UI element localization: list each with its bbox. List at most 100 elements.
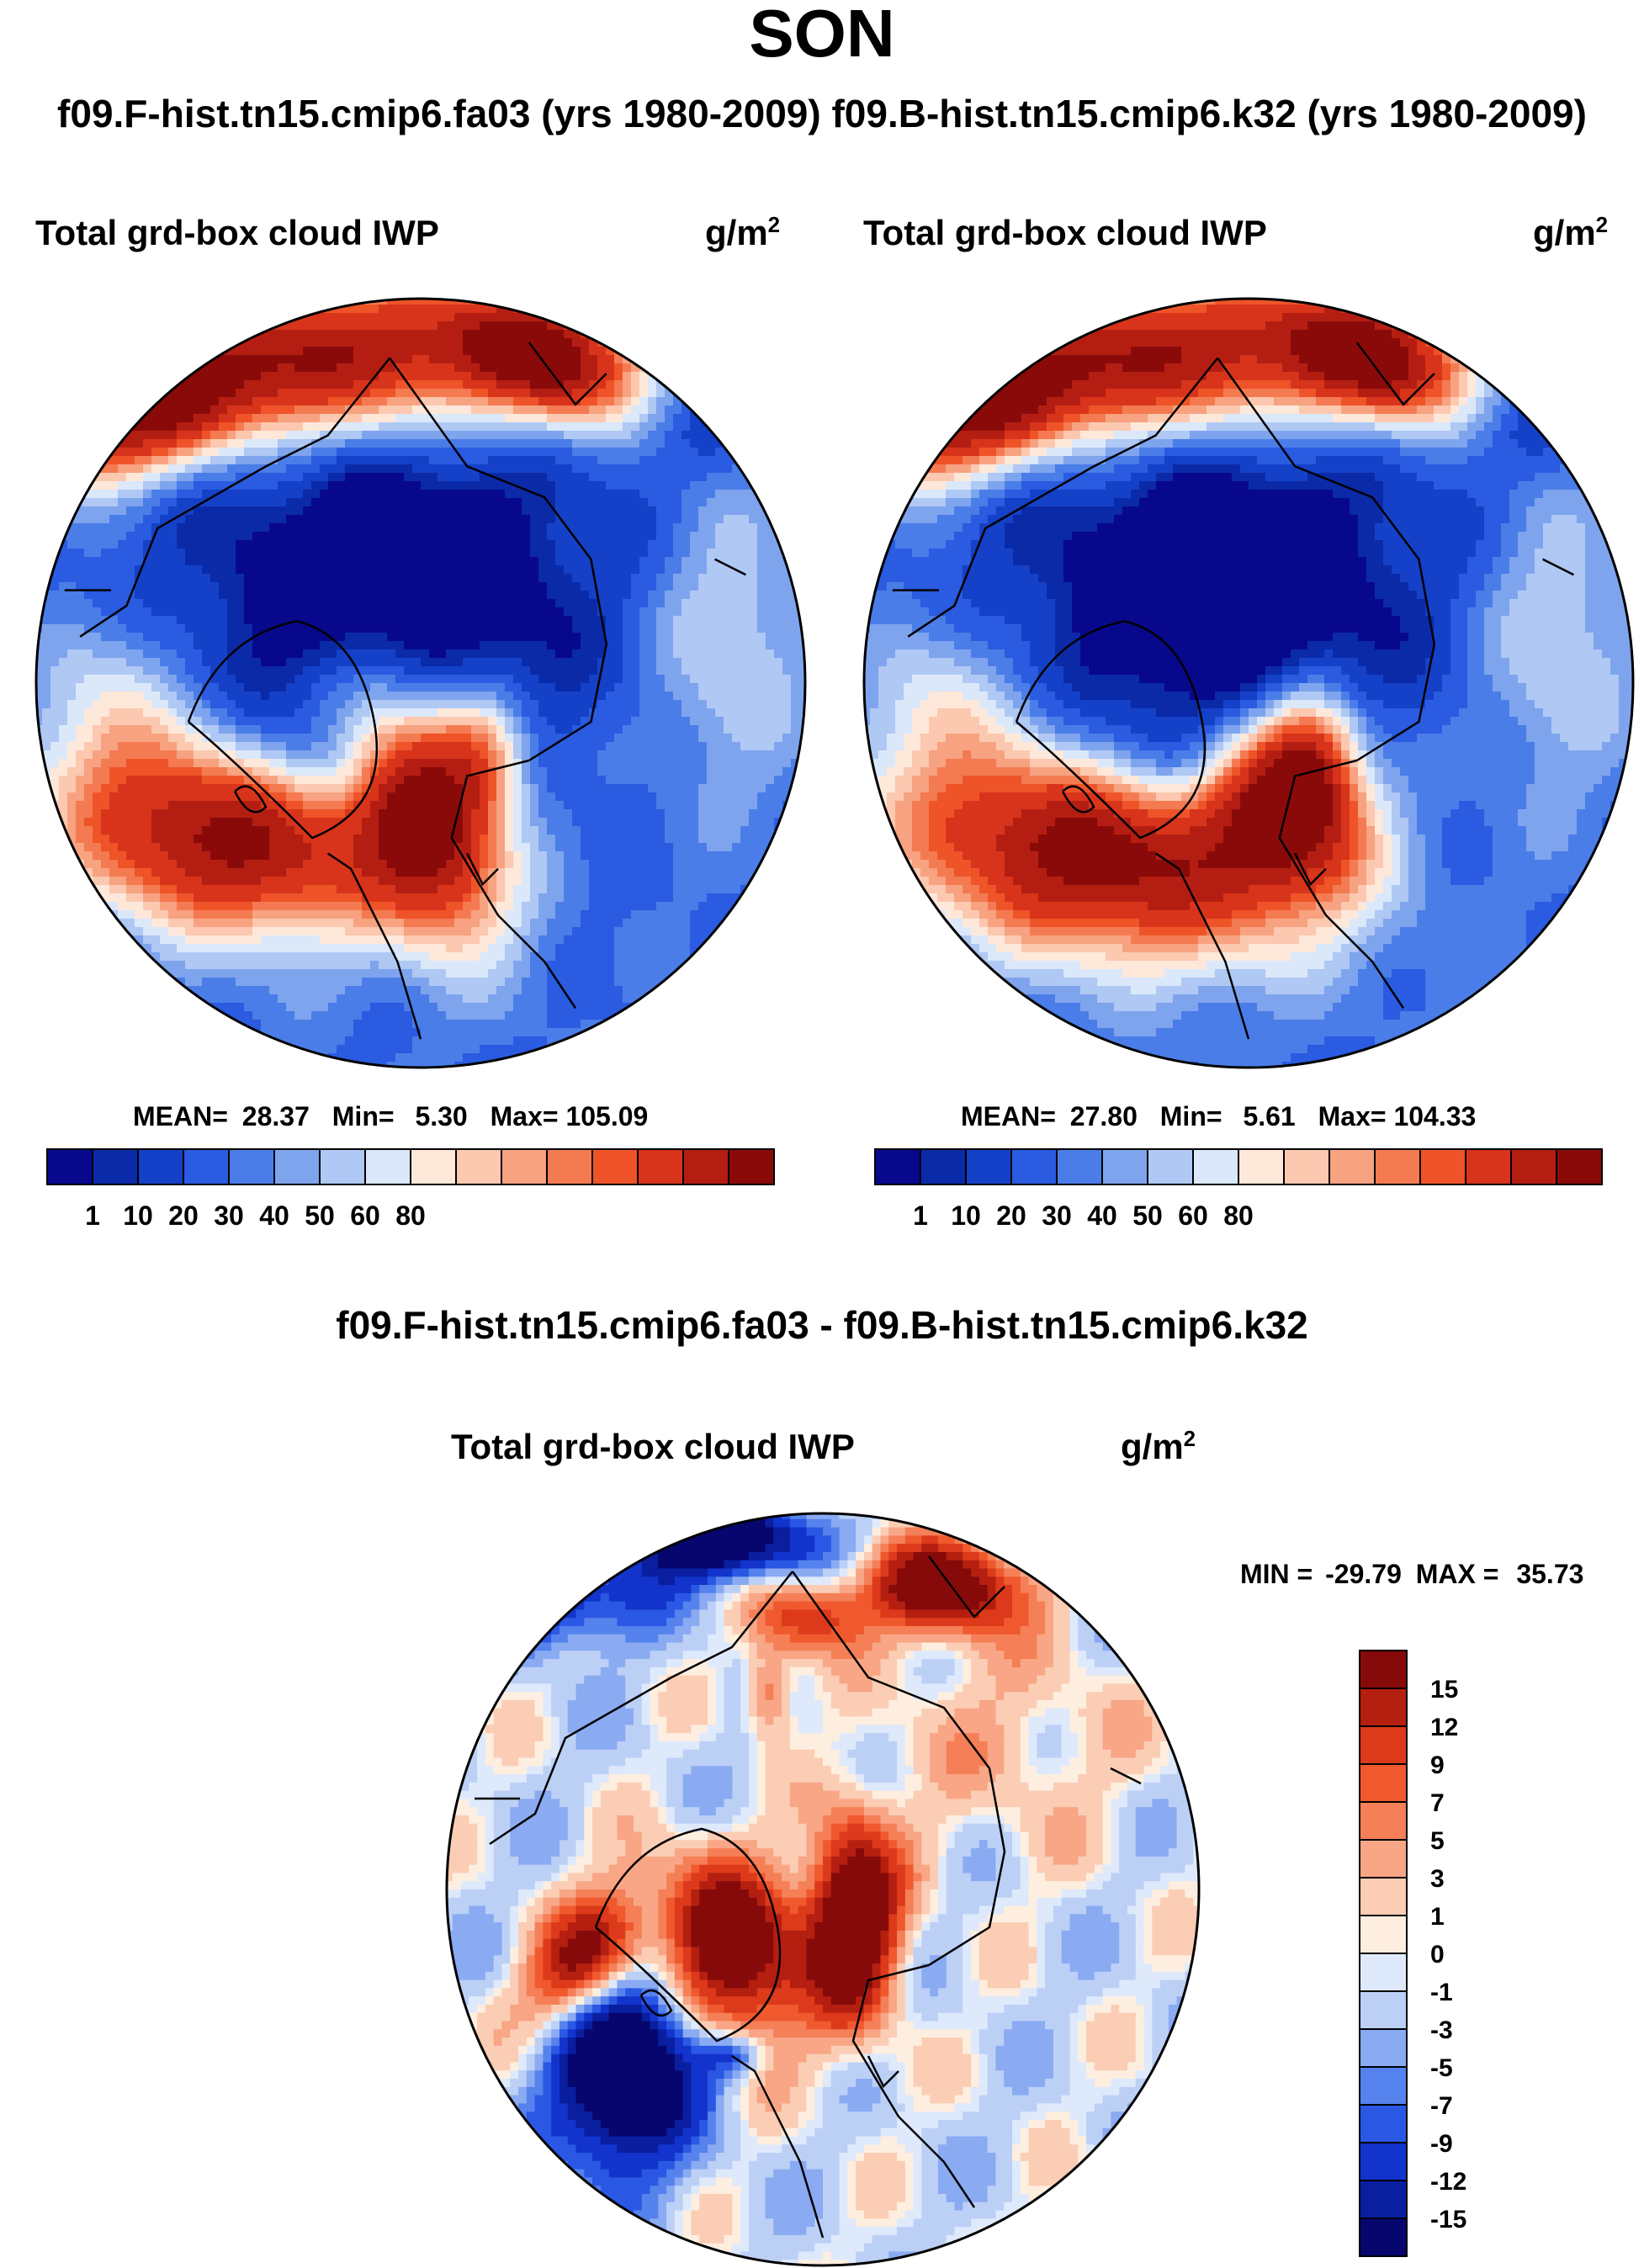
panel1-field-cell: [538, 565, 548, 575]
panel1-field-cell: [690, 759, 699, 768]
panel1-field-cell: [513, 321, 522, 331]
panel1-field-cell: [252, 456, 262, 465]
panel1-field-cell: [715, 767, 724, 776]
panel1-field-cell: [522, 759, 531, 768]
panel1-field-cell: [614, 355, 623, 364]
panel1-field-cell: [244, 498, 253, 507]
panel1-field-cell: [269, 422, 278, 432]
panel1-field-cell: [572, 582, 581, 591]
panel1-field-cell: [782, 624, 792, 633]
panel1-field-cell: [766, 557, 775, 566]
panel1-field-cell: [412, 759, 422, 768]
panel1-field-cell: [151, 616, 161, 625]
panel1-field-cell: [143, 734, 152, 743]
panel1-field-cell: [766, 532, 775, 541]
panel1-field-cell: [581, 582, 590, 591]
panel1-field-cell: [555, 565, 565, 575]
panel1-field-cell: [210, 405, 220, 415]
panel1-field-cell: [320, 658, 329, 667]
panel1-field-cell: [715, 641, 724, 650]
panel1-field-cell: [791, 675, 800, 684]
panel1-field-cell: [286, 683, 295, 692]
panel1-field-cell: [766, 624, 775, 633]
panel1-field-cell: [429, 313, 438, 322]
panel1-field-cell: [698, 675, 708, 684]
panel1-field-cell: [404, 506, 413, 516]
panel1-field-cell: [379, 750, 388, 760]
panel1-field-cell: [547, 616, 556, 625]
panel1-field-cell: [505, 372, 514, 381]
panel1-field-cell: [143, 431, 152, 440]
panel1-field-cell: [227, 792, 236, 802]
panel1-field-cell: [715, 582, 724, 591]
panel1-field-cell: [337, 380, 346, 389]
panel1-field-cell: [707, 742, 716, 751]
panel1-field-cell: [581, 347, 590, 356]
panel1-field-cell: [311, 405, 321, 415]
panel1-field-cell: [135, 506, 144, 516]
panel1-field-cell: [631, 725, 640, 734]
panel1-field-cell: [379, 464, 388, 474]
panel1-field-cell: [109, 666, 119, 676]
panel1-field-cell: [345, 683, 354, 692]
panel1-field-cell: [84, 675, 93, 684]
panel1-field-cell: [362, 347, 371, 356]
panel1-field-cell: [724, 515, 733, 524]
panel1-field-cell: [614, 363, 623, 373]
panel1-field-cell: [454, 750, 464, 760]
panel1-field-cell: [581, 742, 590, 751]
panel1-field-cell: [395, 616, 405, 625]
panel1-field-cell: [606, 490, 615, 499]
panel1-field-cell: [698, 784, 708, 793]
panel1-field-cell: [690, 708, 699, 718]
panel1-field-cell: [261, 540, 270, 549]
panel1-field-cell: [454, 734, 464, 743]
panel1-field-cell: [454, 380, 464, 389]
panel1-field-cell: [648, 506, 657, 516]
panel1-field-cell: [572, 464, 581, 474]
panel1-field-cell: [269, 591, 278, 600]
panel1-field-cell: [421, 742, 430, 751]
panel1-field-cell: [353, 431, 363, 440]
panel1-field-cell: [387, 380, 396, 389]
panel1-field-cell: [522, 666, 531, 676]
panel1-field-cell: [505, 599, 514, 608]
panel1-field-cell: [278, 313, 287, 322]
panel1-field-cell: [185, 456, 194, 465]
panel1-field-cell: [50, 700, 60, 709]
panel1-field-cell: [438, 734, 447, 743]
panel1-field-cell: [303, 809, 312, 819]
panel1-field-cell: [311, 347, 321, 356]
panel1-field-cell: [387, 624, 396, 633]
panel1-field-cell: [126, 532, 135, 541]
panel1-field-cell: [698, 658, 708, 667]
panel1-field-cell: [707, 683, 716, 692]
panel1-field-cell: [109, 633, 119, 642]
panel1-field-cell: [370, 700, 379, 709]
panel1-field-cell: [429, 599, 438, 608]
panel1-field-cell: [219, 616, 228, 625]
panel1-field-cell: [614, 389, 623, 398]
panel1-field-cell: [581, 725, 590, 734]
panel1-field-cell: [707, 490, 716, 499]
panel1-field-cell: [454, 523, 464, 533]
panel1-field-cell: [589, 481, 598, 490]
panel1-field-cell: [244, 557, 253, 566]
panel1-field-cell: [236, 633, 245, 642]
panel1-field-cell: [337, 591, 346, 600]
panel1-field-cell: [505, 658, 514, 667]
panel1-field-cell: [454, 742, 464, 751]
panel1-field-cell: [412, 717, 422, 726]
panel1-field-cell: [749, 784, 758, 793]
panel1-field-cell: [454, 473, 464, 482]
panel1-field-cell: [681, 591, 691, 600]
panel1-field-cell: [488, 776, 497, 785]
panel1-field-cell: [572, 624, 581, 633]
panel1-field-cell: [395, 490, 405, 499]
panel1-field-cell: [294, 624, 304, 633]
panel1-field-cell: [496, 767, 506, 776]
panel1-field-cell: [202, 692, 211, 701]
panel1-field-cell: [227, 355, 236, 364]
panel1-field-cell: [194, 431, 203, 440]
panel1-field-cell: [530, 456, 539, 465]
